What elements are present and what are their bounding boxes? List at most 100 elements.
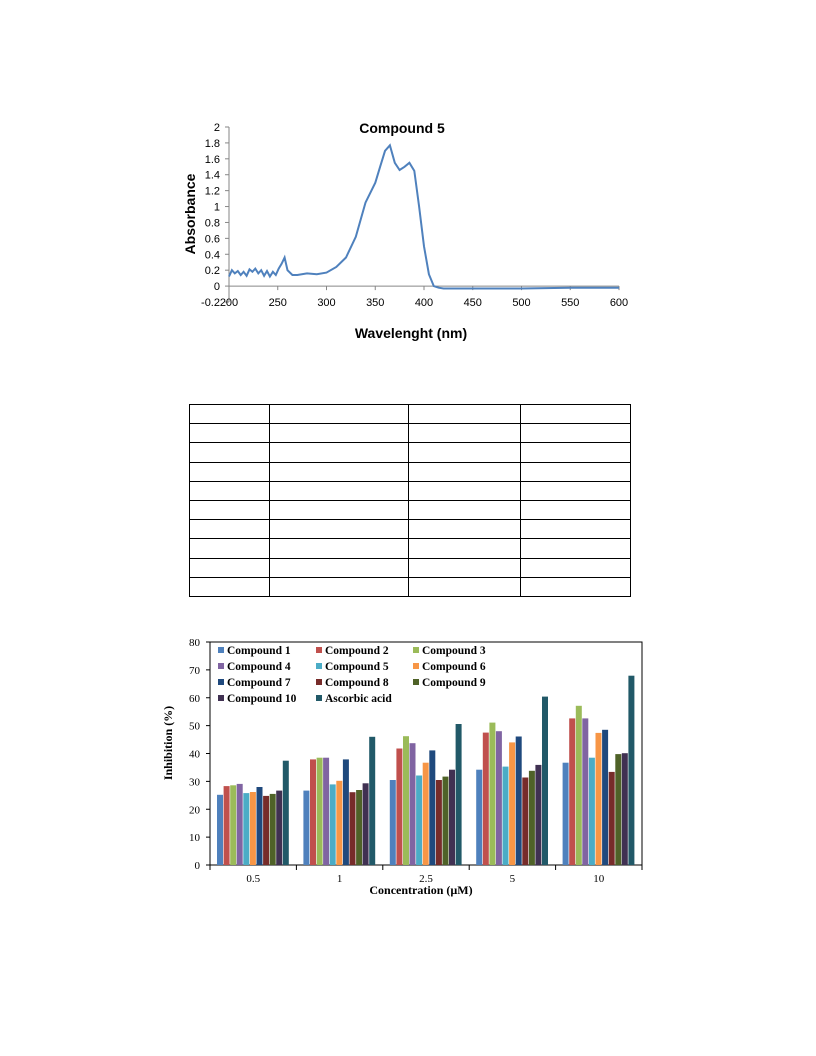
table-cell: [520, 519, 631, 540]
table-row: [189, 461, 631, 482]
bar: [356, 790, 363, 865]
legend-label: Compound 3: [422, 645, 486, 657]
x-tick-label: 350: [366, 297, 384, 309]
x-tick-label: 1: [337, 873, 343, 885]
absorbance-spectrum-chart: Compound 5 Absorbance Wavelenght (nm) -0…: [182, 120, 628, 341]
bar: [276, 790, 283, 865]
table-cell: [189, 557, 270, 578]
table-cell: [520, 557, 631, 578]
table-cell: [408, 538, 521, 559]
bar: [621, 753, 628, 865]
bar: [230, 785, 237, 865]
legend-label: Ascorbic acid: [325, 693, 392, 705]
y-tick-label: 40: [189, 749, 201, 761]
table-cell: [408, 519, 521, 540]
legend-swatch: [218, 679, 224, 685]
bar: [342, 759, 349, 865]
axes: [225, 126, 620, 303]
y-tick-label: 1.2: [205, 186, 220, 198]
legend-label: Compound 1: [227, 645, 291, 657]
table-row: [189, 519, 631, 540]
x-tick-label: 600: [610, 297, 628, 309]
table-row: [189, 576, 631, 597]
table-cell: [408, 557, 521, 578]
table-cell: [520, 423, 631, 444]
bar-x-axis-label: Concentration (µM): [369, 883, 472, 897]
legend-label: Compound 6: [422, 661, 486, 673]
table-cell: [520, 480, 631, 501]
legend-label: Compound 5: [325, 661, 389, 673]
x-tick-label: 400: [415, 297, 433, 309]
legend-swatch: [413, 663, 419, 669]
table-cell: [408, 403, 521, 425]
bar: [628, 675, 635, 865]
bar: [542, 696, 548, 865]
table-cell: [189, 499, 270, 521]
bar: [389, 780, 396, 865]
bar: [349, 792, 356, 865]
bar-marks: [217, 675, 635, 865]
legend-label: Compound 9: [422, 677, 486, 689]
y-tick-label: 1.4: [205, 170, 220, 182]
bar: [362, 783, 369, 865]
y-axis-label: Absorbance: [182, 173, 198, 254]
absorbance-series-line: [228, 143, 619, 290]
legend-swatch: [316, 647, 322, 653]
bar: [329, 784, 336, 865]
bar: [455, 724, 462, 865]
table-row: [189, 442, 631, 463]
bar-tick-labels: 0 10 20 30 40 50 60 70 80 0.5 1 2.5 5 10: [189, 637, 605, 885]
bar: [403, 736, 409, 865]
table-cell: [189, 461, 270, 482]
table-cell: [520, 538, 631, 559]
bar: [316, 757, 323, 865]
bar: [429, 750, 436, 865]
x-tick-label: 500: [512, 297, 530, 309]
table-cell: [408, 442, 521, 463]
x-tick-label: 0.5: [246, 873, 260, 885]
table-cell: [189, 403, 270, 425]
table-cell: [269, 538, 409, 559]
table-row: [189, 403, 631, 425]
table-cell: [269, 557, 409, 578]
legend-swatch: [218, 663, 224, 669]
bar: [495, 731, 502, 865]
chart-title: Compound 5: [359, 120, 445, 136]
y-tick-label: -0.2: [201, 297, 220, 309]
bar: [310, 759, 316, 865]
x-tick-label: 5: [510, 873, 516, 885]
x-tick-label: 450: [464, 297, 482, 309]
table-cell: [520, 442, 631, 463]
bar: [575, 705, 582, 865]
legend-swatch: [316, 663, 322, 669]
bar: [336, 780, 343, 865]
bar: [303, 790, 310, 865]
bar: [582, 718, 589, 865]
bar: [528, 770, 535, 865]
bar: [416, 775, 423, 865]
table-cell: [408, 461, 521, 482]
table-cell: [269, 480, 409, 501]
table-row: [189, 538, 631, 559]
table-cell: [189, 519, 270, 540]
y-tick-label: 50: [189, 721, 201, 733]
y-tick-label: 0: [214, 281, 220, 293]
bar: [588, 757, 595, 865]
bar-axes: [206, 641, 643, 870]
bar-y-axis-label: Inhibition (%): [161, 706, 175, 780]
bar: [256, 787, 263, 865]
table-row: [189, 423, 631, 444]
table-cell: [408, 576, 521, 597]
bar: [323, 757, 330, 865]
bar: [249, 792, 256, 865]
bar: [602, 729, 609, 865]
bar: [535, 764, 542, 865]
bar: [422, 762, 429, 865]
legend-label: Compound 2: [325, 645, 389, 657]
y-tick-label: 30: [189, 776, 201, 788]
bar: [489, 722, 496, 865]
table-cell: [520, 499, 631, 521]
legend-label: Compound 10: [227, 693, 297, 705]
x-tick-label: 550: [561, 297, 579, 309]
bar: [522, 777, 529, 865]
